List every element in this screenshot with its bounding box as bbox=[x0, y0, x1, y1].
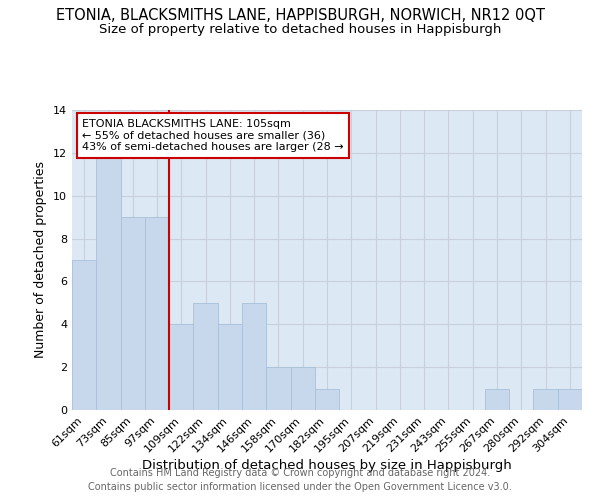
Text: Contains HM Land Registry data © Crown copyright and database right 2024.
Contai: Contains HM Land Registry data © Crown c… bbox=[88, 468, 512, 492]
Bar bbox=[315, 388, 339, 410]
Bar bbox=[72, 260, 96, 410]
Bar bbox=[266, 367, 290, 410]
Bar bbox=[558, 388, 582, 410]
Bar bbox=[218, 324, 242, 410]
Bar bbox=[145, 217, 169, 410]
Bar bbox=[193, 303, 218, 410]
Bar bbox=[533, 388, 558, 410]
Y-axis label: Number of detached properties: Number of detached properties bbox=[34, 162, 47, 358]
Bar bbox=[242, 303, 266, 410]
Bar bbox=[96, 153, 121, 410]
Bar bbox=[121, 217, 145, 410]
Text: ETONIA BLACKSMITHS LANE: 105sqm
← 55% of detached houses are smaller (36)
43% of: ETONIA BLACKSMITHS LANE: 105sqm ← 55% of… bbox=[82, 119, 344, 152]
Bar bbox=[290, 367, 315, 410]
Bar bbox=[169, 324, 193, 410]
Text: Size of property relative to detached houses in Happisburgh: Size of property relative to detached ho… bbox=[99, 22, 501, 36]
Bar bbox=[485, 388, 509, 410]
X-axis label: Distribution of detached houses by size in Happisburgh: Distribution of detached houses by size … bbox=[142, 460, 512, 472]
Text: ETONIA, BLACKSMITHS LANE, HAPPISBURGH, NORWICH, NR12 0QT: ETONIA, BLACKSMITHS LANE, HAPPISBURGH, N… bbox=[56, 8, 545, 22]
